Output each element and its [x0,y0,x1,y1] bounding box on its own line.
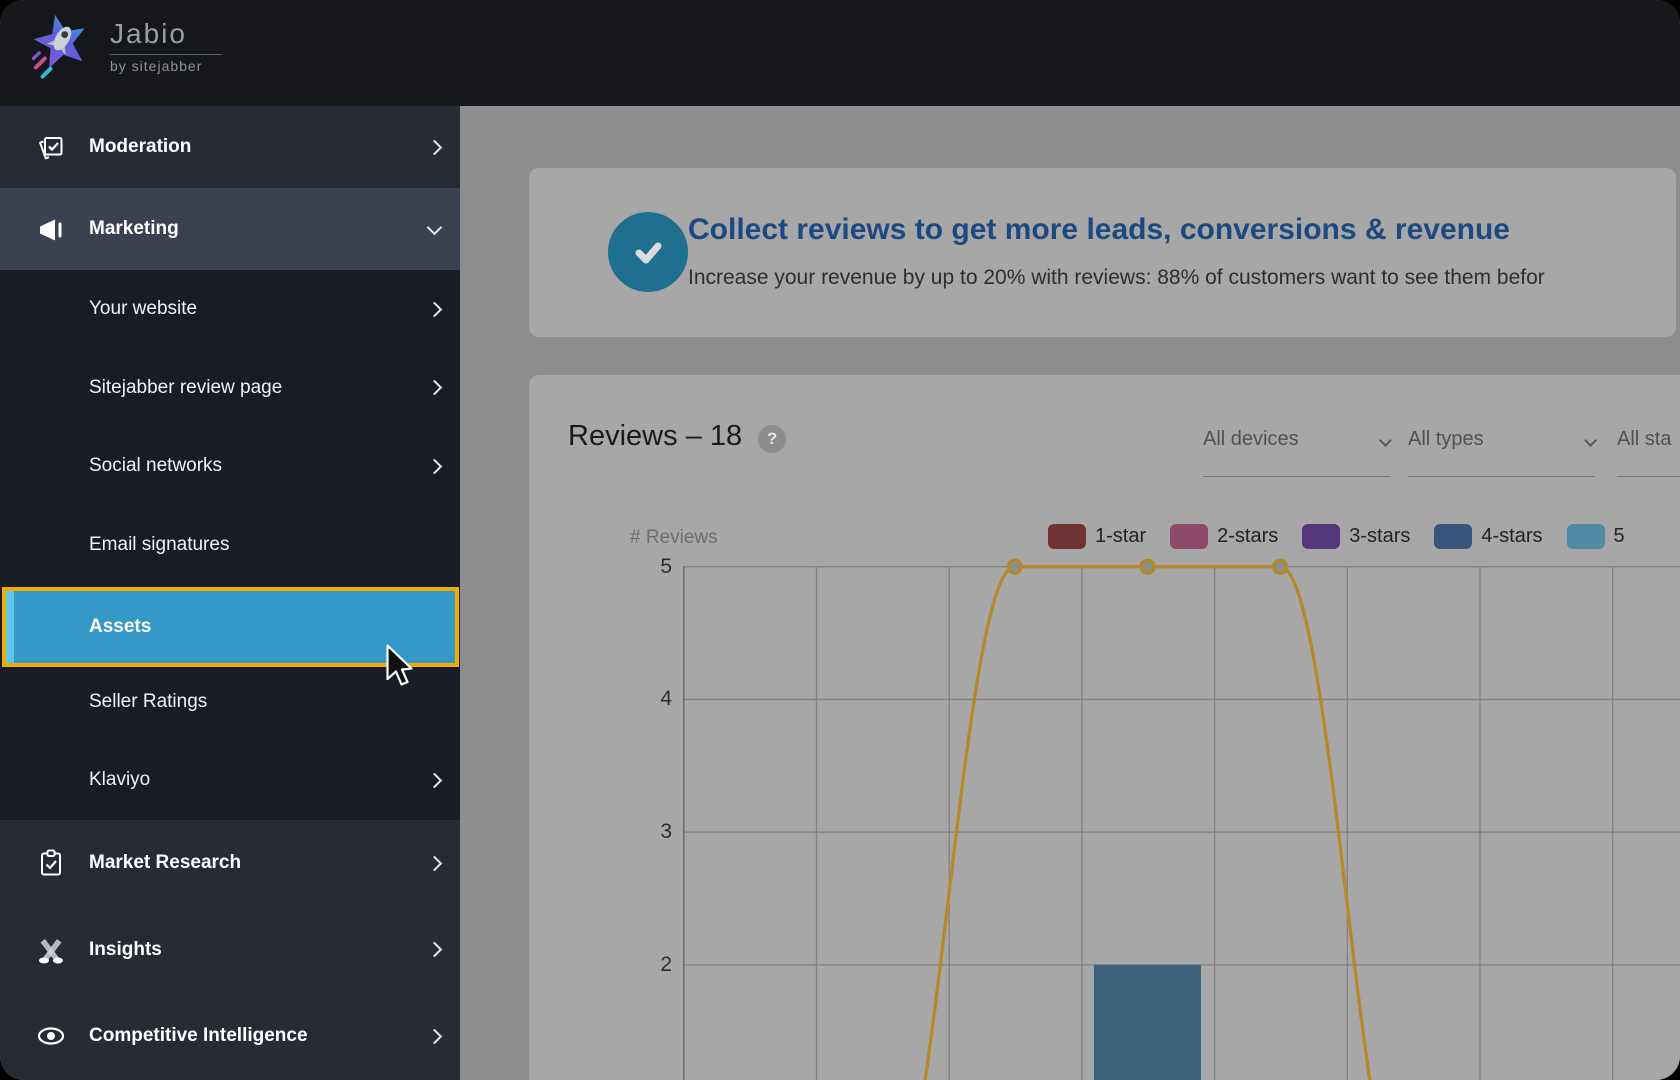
sidebar-item-moderation[interactable]: Moderation [0,106,460,188]
chevron-right-icon [426,301,443,318]
reviews-card-header: Reviews – 18 ? [568,420,787,453]
sidebar-item-label: Seller Ratings [89,690,208,712]
moderation-icon [39,137,63,160]
reviews-chart-card [529,375,1680,1080]
dropdown-label: All types [1408,428,1484,450]
legend-swatch [1170,524,1209,549]
sidebar-item-label: Klaviyo [89,769,151,791]
y-tick-label: 4 [660,687,672,711]
legend-item[interactable]: 1-star [1048,524,1146,549]
legend-label: 2-stars [1217,525,1279,547]
legend-swatch [1566,524,1605,549]
legend-swatch [1302,524,1341,549]
chevron-right-icon [426,772,443,789]
eye-icon [37,1027,65,1046]
sidebar-item-marketing[interactable]: Marketing [0,188,460,270]
sidebar-item-label: Sitejabber review page [89,376,283,398]
legend-label: 4-stars [1481,525,1543,547]
all-devices-dropdown[interactable]: All devices [1203,424,1392,477]
sidebar-item-email-signatures[interactable]: Email signatures [0,506,460,585]
reviews-card-title: Reviews – 18 [568,420,743,452]
sidebar-bottom-section: Market Research Insights Competitive [0,820,460,1080]
sidebar-item-label: Marketing [89,218,179,239]
sidebar-item-assets[interactable]: Assets [2,587,459,667]
dropdown-label: All devices [1203,428,1299,450]
banner-title: Collect reviews to get more leads, conve… [688,213,1510,246]
chevron-right-icon [426,942,443,958]
legend-swatch [1048,524,1086,549]
cursor-pointer [386,644,413,686]
chevron-right-icon [426,379,443,396]
market-research-icon [41,849,61,876]
chart-legend: 1-star 2-stars 3-stars 4-stars 5 [1048,524,1625,549]
legend-label: 1-star [1095,525,1147,547]
top-header-bar: Jabio by sitejabber [0,0,1680,106]
chevron-down-icon [426,219,443,235]
chart-y-axis-label: # Reviews [630,527,718,548]
all-types-dropdown[interactable]: All types [1408,424,1597,477]
y-tick-label: 3 [660,820,672,844]
banner-subtitle: Increase your revenue by up to 20% with … [688,266,1545,289]
legend-label: 3-stars [1349,525,1411,547]
chevron-right-icon [426,855,443,872]
sidebar-item-market-research[interactable]: Market Research [0,820,460,907]
sidebar-item-klaviyo[interactable]: Klaviyo [0,741,460,820]
chevron-right-icon [426,1028,443,1045]
y-tick-label: 2 [660,952,672,976]
chevron-right-icon [426,139,443,155]
legend-item[interactable]: 4-stars [1434,524,1543,549]
sidebar-item-label: Social networks [89,455,223,477]
collect-reviews-banner: Collect reviews to get more leads, conve… [529,168,1676,337]
jabio-logo[interactable]: Jabio by sitejabber [30,12,222,80]
sidebar-item-label: Insights [89,938,162,960]
chevron-right-icon [426,458,443,475]
sidebar-item-label: Email signatures [89,533,230,555]
help-question-icon[interactable]: ? [758,424,787,453]
logo-title: Jabio [110,18,187,49]
chevron-down-icon [1584,434,1597,447]
insights-icon [39,938,63,964]
active-item-accent-bar [6,591,14,663]
sidebar-item-sitejabber-review-page[interactable]: Sitejabber review page [0,349,460,428]
legend-swatch [1434,524,1473,549]
rocket-icon [46,26,72,55]
sidebar-item-your-website[interactable]: Your website [0,270,460,349]
sidebar-item-label: Your website [89,298,198,320]
all-stars-dropdown[interactable]: All sta [1617,424,1680,477]
legend-item[interactable]: 3-stars [1302,524,1410,549]
sidebar-item-label: Moderation [89,136,192,157]
sidebar-item-insights[interactable]: Insights [0,907,460,994]
sidebar-item-label: Assets [89,616,152,637]
legend-item[interactable]: 2-stars [1170,524,1278,549]
legend-label: 5 [1613,525,1625,547]
check-circle-icon [608,212,688,292]
sidebar-item-label: Competitive Intelligence [89,1025,308,1047]
legend-item[interactable]: 5 [1566,524,1625,549]
sidebar-item-assets-slot: Assets [0,584,460,667]
sidebar-item-competitive-intelligence[interactable]: Competitive Intelligence [0,993,460,1080]
dropdown-label: All sta [1617,428,1672,450]
logo-divider [110,54,222,55]
sidebar-item-label: Market Research [89,852,242,874]
chevron-down-icon [1379,434,1392,447]
reviews-chart-plot [683,558,1680,1080]
sidebar-navigation: Moderation Marketing Your website Siteja… [0,106,460,1080]
y-tick-label: 5 [660,554,672,578]
marketing-icon [40,219,62,241]
sidebar-item-social-networks[interactable]: Social networks [0,427,460,506]
sidebar-item-seller-ratings[interactable]: Seller Ratings [0,663,460,742]
marketing-submenu: Your website Sitejabber review page Soci… [0,270,460,820]
logo-subtitle: by sitejabber [110,58,203,74]
jabio-star-icon [31,14,85,79]
